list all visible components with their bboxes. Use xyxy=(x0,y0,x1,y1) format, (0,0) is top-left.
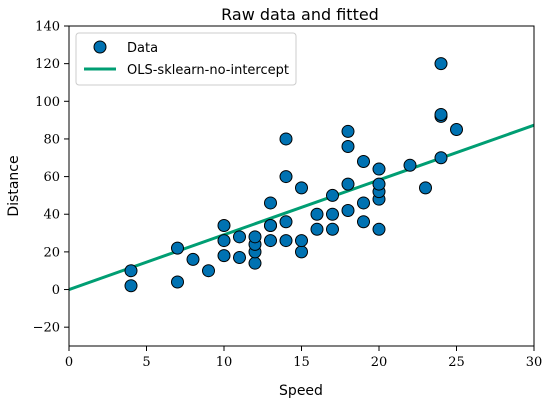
data-point xyxy=(279,132,293,146)
data-point xyxy=(372,177,386,191)
data-point xyxy=(310,207,324,221)
data-point xyxy=(171,241,184,255)
x-tick-label: 25 xyxy=(448,355,465,370)
chart-title: Raw data and fitted xyxy=(221,5,379,24)
data-point xyxy=(372,222,386,236)
x-tick-label: 10 xyxy=(216,355,233,370)
x-tick-label: 5 xyxy=(142,355,150,370)
data-point xyxy=(434,151,448,165)
x-axis-label: Speed xyxy=(279,383,323,399)
data-point xyxy=(264,196,277,210)
legend-entry-data: Data xyxy=(127,41,158,56)
data-point xyxy=(264,234,277,248)
data-point xyxy=(357,155,370,169)
data-point xyxy=(434,107,448,121)
legend: Data OLS-sklearn-no-intercept xyxy=(75,32,297,86)
y-tick-label: 80 xyxy=(43,132,60,147)
data-point xyxy=(248,230,262,244)
data-point xyxy=(279,234,293,248)
data-point xyxy=(357,196,370,210)
data-point xyxy=(341,203,355,217)
data-point xyxy=(295,245,308,259)
y-tick-label: 20 xyxy=(43,245,60,260)
data-point xyxy=(279,170,293,184)
data-point xyxy=(326,222,339,236)
data-point xyxy=(217,234,231,248)
data-point xyxy=(357,215,370,229)
data-point xyxy=(372,162,386,176)
data-point xyxy=(341,139,355,153)
data-point xyxy=(217,219,231,233)
legend-box xyxy=(75,32,297,86)
y-tick-label: 140 xyxy=(35,20,60,35)
y-tick-label: 60 xyxy=(43,170,60,185)
data-point xyxy=(279,215,293,229)
data-point xyxy=(248,256,262,270)
fit-line xyxy=(69,123,534,291)
data-point xyxy=(124,279,138,293)
data-point xyxy=(217,249,231,263)
data-point xyxy=(310,222,324,236)
y-tick-label: −20 xyxy=(33,321,60,336)
y-tick-label: 0 xyxy=(52,283,60,298)
legend-data-marker xyxy=(93,40,107,54)
data-point xyxy=(326,207,339,221)
data-point xyxy=(450,123,463,137)
data-point xyxy=(295,181,308,195)
data-point xyxy=(295,234,308,248)
data-point xyxy=(341,124,355,138)
data-point xyxy=(233,251,246,265)
data-point xyxy=(419,181,432,195)
data-point xyxy=(202,264,215,278)
x-tick-label: 20 xyxy=(371,355,388,370)
data-point xyxy=(434,57,448,71)
data-point xyxy=(341,177,355,191)
legend-entry-fit: OLS-sklearn-no-intercept xyxy=(127,63,289,78)
data-point xyxy=(264,219,277,233)
data-point xyxy=(171,275,184,289)
x-tick-label: 30 xyxy=(526,355,543,370)
x-tick-label: 0 xyxy=(65,355,73,370)
data-point xyxy=(124,264,138,278)
y-tick-label: 100 xyxy=(35,95,60,110)
data-point xyxy=(403,158,417,172)
y-tick-label: 120 xyxy=(35,57,60,72)
data-point xyxy=(186,252,200,266)
x-tick-label: 15 xyxy=(293,355,310,370)
y-tick-label: 40 xyxy=(43,208,60,223)
y-axis-label: Distance xyxy=(6,155,22,216)
data-point xyxy=(326,188,339,202)
data-point xyxy=(233,230,246,244)
